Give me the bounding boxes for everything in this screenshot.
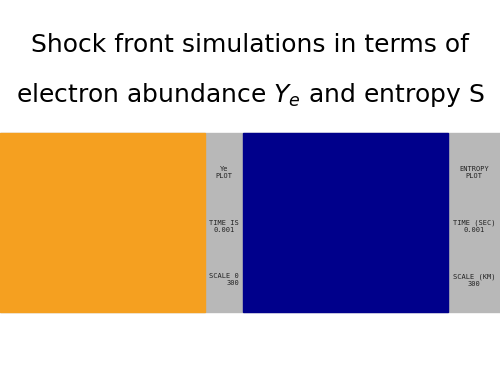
Bar — [0, 133, 500, 312]
Text: electron abundance $Y_e$ and entropy S: electron abundance $Y_e$ and entropy S — [16, 81, 484, 109]
Bar — [243, 133, 448, 312]
Bar — [0, 133, 205, 312]
Text: SCALE (KM)
300: SCALE (KM) 300 — [453, 273, 495, 286]
Text: TIME (SEC)
0.001: TIME (SEC) 0.001 — [453, 219, 495, 233]
Text: Ye
PLOT: Ye PLOT — [216, 166, 232, 179]
Text: Shock front simulations in terms of: Shock front simulations in terms of — [31, 33, 469, 57]
Text: TIME IS
0.001: TIME IS 0.001 — [209, 220, 239, 232]
Text: ENTROPY
PLOT: ENTROPY PLOT — [459, 166, 489, 179]
Text: SCALE 0
300: SCALE 0 300 — [209, 273, 239, 286]
